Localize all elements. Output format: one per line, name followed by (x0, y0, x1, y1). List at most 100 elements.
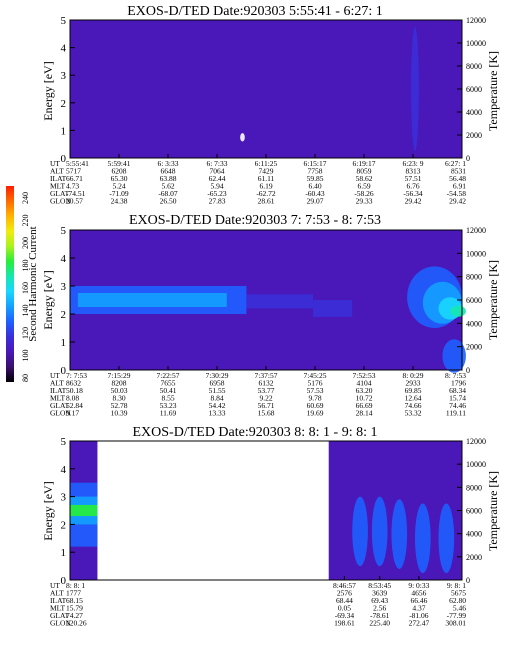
table-cell: 198.61 (334, 619, 355, 628)
y2-tick-label: 4000 (466, 108, 482, 117)
table-cell: 119.11 (446, 409, 466, 418)
panel-3-title: EXOS-D/TED Date:920303 8: 8: 1 - 9: 8: 1 (133, 425, 378, 440)
y2-tick-label: 2000 (466, 553, 482, 562)
y2-tick-label: 12000 (466, 226, 486, 235)
table-cell: 5.46 (453, 604, 466, 613)
table-cell: 6:15:17 (304, 159, 327, 168)
table-cell: 27.83 (209, 197, 226, 206)
y-tick-label: 0 (61, 153, 67, 165)
table-cell: 63.20 (356, 386, 373, 395)
row-label-glon: GLON (50, 197, 71, 206)
table-cell: 15.68 (258, 409, 275, 418)
table-cell: -69.34 (335, 611, 355, 620)
table-cell: -65.23 (207, 189, 227, 198)
colorbar-tick-label: 220 (21, 215, 30, 227)
table-cell: 10.72 (356, 394, 373, 403)
table-cell: -81.06 (409, 611, 429, 620)
colorbar-tick-label: 120 (21, 327, 30, 339)
table-cell: 61.11 (258, 174, 275, 183)
row-label-ut: UT (50, 371, 60, 380)
spectrogram-feature (371, 496, 388, 567)
table-cell: 68.34 (449, 386, 466, 395)
row-label-ut: UT (50, 159, 60, 168)
table-cell: 4.73 (66, 182, 79, 191)
table-cell: 56.48 (449, 174, 466, 183)
panel-2-ylabel: Energy [eV] (41, 270, 55, 329)
spectrogram-feature (414, 503, 431, 574)
table-cell: 6.40 (308, 182, 321, 191)
table-cell: 6958 (210, 379, 225, 388)
row-label-mlt: MLT (50, 604, 66, 613)
table-cell: 6132 (259, 379, 274, 388)
table-cell: 29.07 (307, 197, 324, 206)
table-cell: 8: 0:29 (402, 371, 423, 380)
table-cell: 9.78 (308, 394, 321, 403)
table-cell: 5:55:41 (66, 159, 89, 168)
table-cell: 6208 (112, 167, 127, 176)
y-tick-label: 1 (61, 337, 67, 349)
table-cell: 50.03 (111, 386, 128, 395)
table-cell: 7:52:53 (353, 371, 376, 380)
table-cell: 63.88 (160, 174, 177, 183)
table-cell: 0.05 (338, 604, 351, 613)
panel-2-y2label: Temperature [K] (486, 260, 500, 340)
table-cell: 8059 (357, 167, 372, 176)
row-label-ilat: ILAT (50, 174, 67, 183)
table-cell: 29.33 (356, 197, 373, 206)
spectrogram-background (70, 20, 462, 158)
spectrogram-band (77, 293, 227, 307)
y2-tick-label: 10000 (466, 460, 486, 469)
table-cell: 8:46:57 (333, 581, 356, 590)
colorbar-label: Second Harmonic Current (27, 226, 39, 341)
table-cell: 29.42 (405, 197, 422, 206)
table-cell: 5.62 (161, 182, 174, 191)
table-cell: 120.26 (66, 619, 87, 628)
table-cell: 57.51 (405, 174, 422, 183)
table-cell: 8.55 (161, 394, 174, 403)
spectrogram-feature (391, 499, 408, 569)
y2-tick-label: 8000 (466, 483, 482, 492)
y-tick-label: 3 (61, 281, 67, 293)
table-cell: 8.08 (66, 394, 79, 403)
table-cell: 53.32 (405, 409, 422, 418)
y-tick-label: 2 (61, 519, 67, 531)
panel-3-y2label: Temperature [K] (486, 471, 500, 551)
row-label-glat: GLAT (50, 401, 70, 410)
table-cell: 9: 8: 1 (447, 581, 466, 590)
panel-3-ylabel: Energy [eV] (41, 481, 55, 540)
colorbar-tick-label: 140 (21, 305, 30, 317)
table-cell: 7429 (259, 167, 274, 176)
table-cell: 6648 (161, 167, 176, 176)
table-cell: 9: 0:33 (408, 581, 429, 590)
table-cell: 66.69 (356, 401, 373, 410)
table-cell: 5.24 (112, 182, 125, 191)
table-cell: 56.71 (258, 401, 275, 410)
y2-tick-label: 2000 (466, 343, 482, 352)
colorbar-tick-label: 80 (21, 374, 30, 382)
panel-1-title: EXOS-D/TED Date:920303 5:55:41 - 6:27: 1 (127, 4, 382, 19)
table-cell: 28.14 (356, 409, 373, 418)
y2-tick-label: 6000 (466, 85, 482, 94)
table-cell: 6.59 (357, 182, 370, 191)
row-label-alt: ALT (50, 379, 64, 388)
colorbar-tick-label: 240 (21, 192, 30, 204)
table-cell: 8208 (112, 379, 127, 388)
table-cell: 10.39 (111, 409, 128, 418)
table-cell: -60.43 (305, 189, 325, 198)
spectrogram-feature (240, 133, 245, 142)
y-tick-label: 1 (61, 125, 67, 137)
y2-tick-label: 10000 (466, 249, 486, 258)
table-cell: -62.72 (256, 189, 276, 198)
spectrogram-feature (411, 26, 419, 152)
colorbar-scale (6, 186, 14, 382)
table-cell: 69.85 (405, 386, 422, 395)
table-cell: 3639 (372, 589, 387, 598)
table-cell: 59.85 (307, 174, 324, 183)
colorbar-tick-label: 200 (21, 237, 30, 249)
y2-tick-label: 4000 (466, 530, 482, 539)
table-cell: 57.53 (307, 386, 324, 395)
table-cell: 53.23 (160, 401, 177, 410)
panel-1-ylabel: Energy [eV] (41, 61, 55, 120)
table-cell: 74.66 (405, 401, 422, 410)
